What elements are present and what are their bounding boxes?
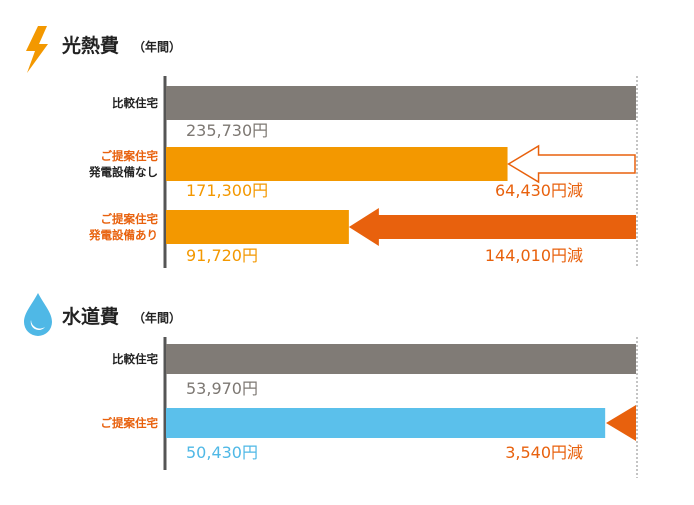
section-title: 光熱費 xyxy=(61,34,119,57)
value-label: 50,430円 xyxy=(186,443,258,462)
value-label: 53,970円 xyxy=(186,379,258,398)
category-label: ご提案住宅 xyxy=(101,149,159,163)
reduction-label: 3,540円減 xyxy=(505,443,583,462)
section-subtitle: （年間） xyxy=(133,39,181,54)
value-label: 235,730円 xyxy=(186,121,268,140)
section-title: 水道費 xyxy=(62,305,119,328)
category-label: 発電設備なし xyxy=(88,165,158,179)
reduction-arrow xyxy=(348,208,636,246)
reduction-arrow-outline xyxy=(507,144,636,184)
bar xyxy=(166,147,508,181)
water-drop-icon xyxy=(24,293,52,336)
section-subtitle: （年間） xyxy=(133,310,181,325)
category-label: 比較住宅 xyxy=(112,96,158,110)
bar xyxy=(166,210,349,244)
value-label: 171,300円 xyxy=(186,181,268,200)
water-drop-highlight xyxy=(30,320,45,331)
reduction-arrow xyxy=(606,405,636,441)
water-drop-shape xyxy=(24,293,52,336)
category-label: ご提案住宅 xyxy=(101,416,159,430)
bar xyxy=(166,344,636,374)
bar xyxy=(166,86,636,120)
reduction-label: 64,430円減 xyxy=(495,181,583,200)
reduction-label: 144,010円減 xyxy=(485,246,583,265)
category-label: 比較住宅 xyxy=(112,352,158,366)
value-label: 91,720円 xyxy=(186,246,258,265)
category-label: 発電設備あり xyxy=(88,228,158,242)
lightning-bolt-icon xyxy=(26,26,48,73)
category-label: ご提案住宅 xyxy=(101,212,159,226)
bar xyxy=(166,408,606,438)
